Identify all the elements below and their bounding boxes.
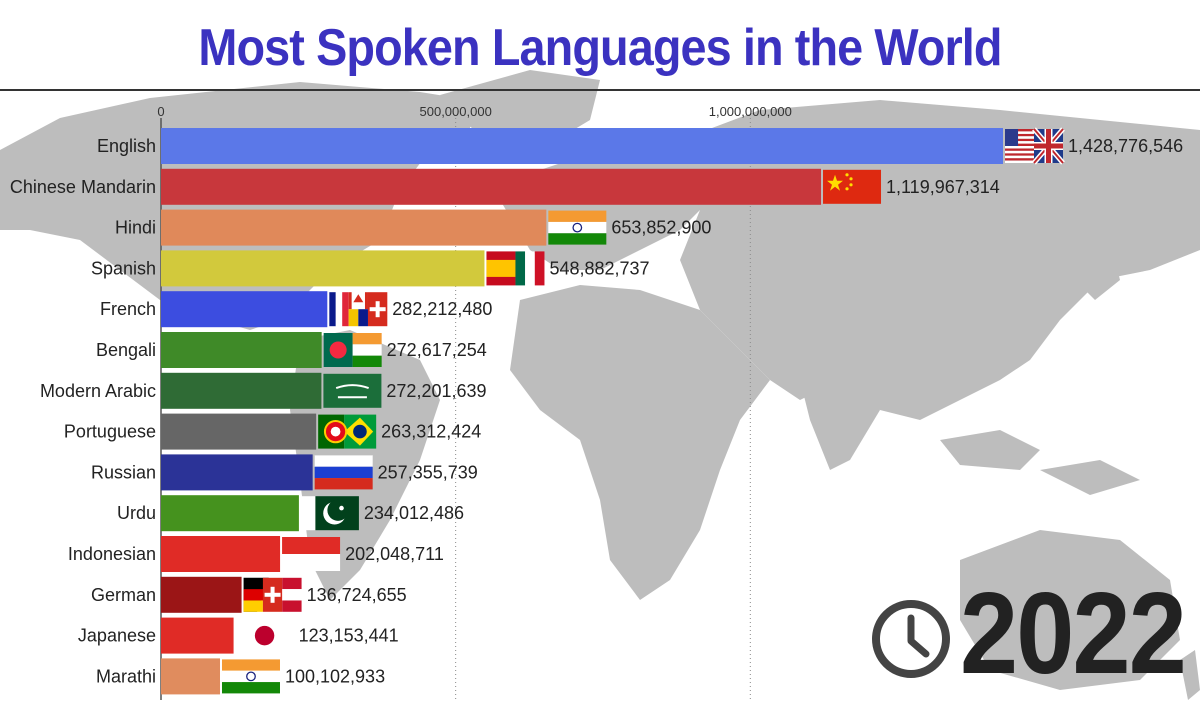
bar — [161, 332, 322, 368]
category-label: English — [97, 136, 156, 156]
spain-mexico-flag — [486, 251, 545, 286]
germany-switzerland-austria-flag — [243, 577, 302, 612]
category-label: Urdu — [117, 503, 156, 523]
category-label: Modern Arabic — [40, 381, 156, 401]
category-label: Marathi — [96, 666, 156, 686]
category-label: French — [100, 299, 156, 319]
category-label: Indonesian — [68, 544, 156, 564]
value-label: 136,724,655 — [307, 585, 407, 605]
value-label: 272,201,639 — [386, 381, 486, 401]
india-flag — [548, 210, 607, 245]
x-tick-label: 1,000,000,000 — [709, 104, 792, 119]
value-label: 282,212,480 — [392, 299, 492, 319]
russia-flag — [314, 455, 373, 490]
value-label: 257,355,739 — [378, 462, 478, 482]
india-flag — [221, 659, 280, 694]
value-label: 123,153,441 — [299, 626, 399, 646]
value-label: 1,119,967,314 — [886, 177, 1000, 197]
indonesia-flag — [282, 537, 341, 571]
bar — [161, 168, 822, 205]
value-label: 272,617,254 — [387, 340, 487, 360]
category-label: Bengali — [96, 340, 156, 360]
bar — [161, 536, 281, 572]
x-tick-label: 0 — [157, 104, 164, 119]
bangladesh-india-flag — [323, 333, 382, 367]
x-tick-label: 500,000,000 — [420, 104, 492, 119]
category-label: German — [91, 585, 156, 605]
bar — [161, 291, 328, 328]
year-label: 2022 — [960, 568, 1187, 698]
bar — [161, 454, 313, 491]
value-label: 548,882,737 — [549, 258, 649, 278]
category-label: Chinese Mandarin — [10, 177, 156, 197]
pakistan-flag — [300, 496, 359, 531]
bar — [161, 209, 547, 246]
value-label: 1,428,776,546 — [1068, 136, 1183, 156]
bar — [161, 617, 234, 654]
bar — [161, 658, 220, 695]
value-label: 263,312,424 — [381, 422, 481, 442]
value-label: 653,852,900 — [611, 218, 711, 238]
bar — [161, 372, 322, 409]
bar — [161, 413, 317, 450]
france-canada-switzerland-flag — [329, 292, 388, 327]
bar — [161, 576, 242, 613]
category-label: Spanish — [91, 258, 156, 278]
portugal-brazil-flag — [318, 414, 377, 449]
category-label: Japanese — [78, 626, 156, 646]
saudi-arabia-flag — [323, 373, 382, 408]
title-divider — [0, 89, 1200, 91]
category-label: Portuguese — [64, 422, 156, 442]
category-label: Hindi — [115, 218, 156, 238]
value-label: 202,048,711 — [345, 544, 444, 564]
chart-title: Most Spoken Languages in the World — [198, 19, 1002, 77]
usa-uk-flag — [1005, 127, 1065, 165]
category-label: Russian — [91, 462, 156, 482]
japan-flag — [235, 618, 294, 653]
china-flag — [823, 169, 882, 204]
clock-icon — [872, 600, 950, 678]
bar — [161, 250, 485, 287]
bar — [161, 128, 1003, 164]
bar — [161, 495, 299, 532]
value-label: 100,102,933 — [285, 666, 385, 686]
value-label: 234,012,486 — [364, 503, 464, 523]
